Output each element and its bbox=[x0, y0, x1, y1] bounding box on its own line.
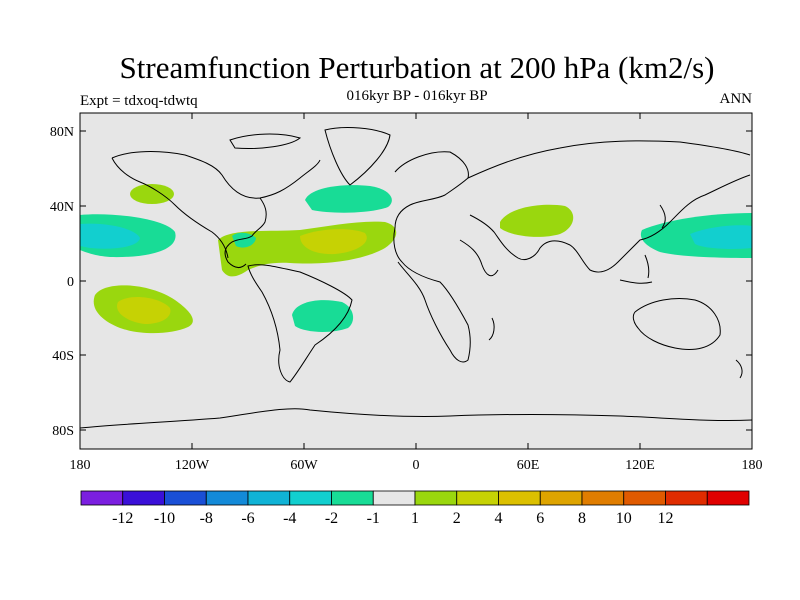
anomaly-region bbox=[232, 232, 256, 248]
lon-tick-label: 180 bbox=[70, 458, 91, 473]
colorbar-label: 6 bbox=[536, 510, 544, 527]
season-label: ANN bbox=[719, 91, 753, 107]
anomaly-region bbox=[292, 300, 354, 332]
colorbar-swatch bbox=[414, 490, 458, 506]
colorbar-label: -6 bbox=[241, 510, 254, 527]
colorbar-label: -12 bbox=[112, 510, 133, 527]
colorbar-label: -2 bbox=[325, 510, 338, 527]
lon-tick-label: 60W bbox=[290, 458, 318, 473]
anomaly-shading bbox=[80, 184, 752, 334]
colorbar-label: 1 bbox=[411, 510, 419, 527]
anomaly-region bbox=[130, 184, 174, 204]
colorbar-label: 12 bbox=[658, 510, 674, 527]
colorbar-swatch bbox=[205, 490, 249, 506]
lon-tick-label: 0 bbox=[413, 458, 420, 473]
colorbar-swatch bbox=[122, 490, 165, 506]
lon-tick-label: 60E bbox=[517, 458, 540, 473]
anomaly-region bbox=[305, 185, 392, 213]
colorbar: -12 -10 -8 -6 -4 -2 -1 1 2 4 6 8 10 12 bbox=[80, 490, 750, 527]
colorbar-swatch bbox=[372, 490, 416, 506]
colorbar-label: 10 bbox=[616, 510, 632, 527]
colorbar-swatch bbox=[539, 490, 583, 506]
colorbar-label: -4 bbox=[283, 510, 296, 527]
coastlines bbox=[80, 127, 752, 429]
lat-tick-label: 80S bbox=[52, 424, 74, 439]
experiment-label: Expt = tdxoq-tdwtq bbox=[80, 93, 198, 109]
lat-tick-label: 40S bbox=[52, 349, 74, 364]
lat-tick-label: 80N bbox=[50, 125, 74, 140]
colorbar-swatch bbox=[80, 490, 124, 506]
colorbar-label: -10 bbox=[154, 510, 175, 527]
colorbar-swatch bbox=[706, 490, 750, 506]
map-background bbox=[80, 113, 752, 449]
anomaly-region bbox=[117, 297, 171, 324]
colorbar-label: -8 bbox=[200, 510, 213, 527]
axis-ticks bbox=[80, 113, 752, 449]
colorbar-label: 4 bbox=[495, 510, 503, 527]
lon-tick-label: 120W bbox=[175, 458, 210, 473]
colorbar-swatch bbox=[331, 490, 374, 506]
anomaly-region bbox=[300, 229, 367, 255]
lat-tick-label: 0 bbox=[67, 275, 74, 290]
lon-tick-label: 120E bbox=[625, 458, 655, 473]
colorbar-label: 2 bbox=[453, 510, 461, 527]
chart-title: Streamfunction Perturbation at 200 hPa (… bbox=[119, 50, 715, 85]
colorbar-label: -1 bbox=[367, 510, 380, 527]
colorbar-swatch bbox=[665, 490, 708, 506]
colorbar-swatch bbox=[623, 490, 666, 506]
anomaly-region bbox=[690, 225, 752, 249]
colorbar-swatch bbox=[289, 490, 332, 506]
lon-tick-label: 180 bbox=[742, 458, 763, 473]
colorbar-swatch bbox=[164, 490, 207, 506]
anomaly-region bbox=[500, 204, 574, 237]
colorbar-swatch bbox=[581, 490, 625, 506]
colorbar-swatch bbox=[247, 490, 291, 506]
chart-subtitle: 016kyr BP - 016kyr BP bbox=[346, 88, 488, 104]
anomaly-region bbox=[80, 223, 140, 249]
colorbar-swatch bbox=[498, 490, 541, 506]
lat-tick-label: 40N bbox=[50, 200, 74, 215]
colorbar-label: 8 bbox=[578, 510, 586, 527]
colorbar-swatch bbox=[456, 490, 499, 506]
